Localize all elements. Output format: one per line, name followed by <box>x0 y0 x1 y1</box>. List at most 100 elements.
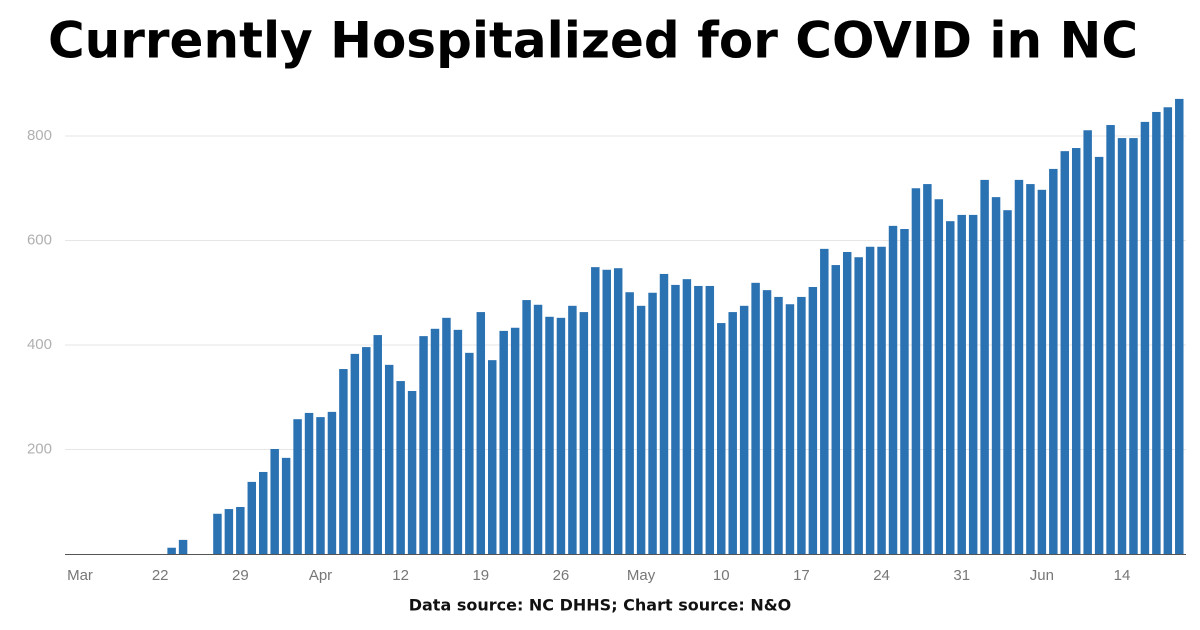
bar <box>1037 189 1047 554</box>
bar <box>934 199 944 554</box>
bar <box>980 179 989 554</box>
bar <box>533 304 543 554</box>
bar <box>728 312 737 554</box>
bar <box>304 412 314 554</box>
y-tick-label: 200 <box>27 440 52 457</box>
bar <box>522 300 531 554</box>
bar <box>694 285 703 554</box>
x-tick-label: 22 <box>152 567 169 584</box>
bar <box>682 279 692 554</box>
bar <box>236 506 245 554</box>
bar <box>774 296 783 554</box>
bar <box>831 265 840 554</box>
bar <box>339 369 348 554</box>
bar <box>762 290 772 554</box>
bar <box>888 225 898 554</box>
x-tick-label: 10 <box>713 567 730 584</box>
bar <box>316 417 325 554</box>
bar <box>1106 125 1115 554</box>
bar <box>820 248 829 555</box>
bar <box>327 411 337 554</box>
bar <box>968 214 978 554</box>
bar <box>717 323 726 554</box>
bar <box>430 328 440 554</box>
bar <box>362 347 371 554</box>
bar <box>476 312 486 554</box>
bar <box>1140 121 1150 554</box>
x-tick-label: 26 <box>553 567 570 584</box>
bar <box>705 285 715 554</box>
x-tick-label: 29 <box>232 567 249 584</box>
bar <box>545 316 554 554</box>
bar <box>453 329 463 554</box>
bar <box>419 336 428 554</box>
bar <box>556 317 566 554</box>
bar <box>671 284 680 554</box>
bar <box>842 251 852 554</box>
bar <box>946 221 955 555</box>
bar <box>568 305 577 554</box>
bar <box>1003 210 1012 554</box>
x-tick-label: 19 <box>472 567 489 584</box>
bar <box>1163 107 1173 554</box>
x-tick-label: 24 <box>873 567 890 584</box>
x-tick-label: 12 <box>392 567 409 584</box>
bar <box>1175 98 1184 554</box>
x-tick-label: 14 <box>1114 567 1131 584</box>
bar <box>991 197 1001 554</box>
bar <box>1071 148 1081 554</box>
y-tick-label: 800 <box>27 127 52 144</box>
bar <box>510 327 520 554</box>
x-tick-label: 17 <box>793 567 810 584</box>
bar <box>785 304 795 554</box>
source-note: Data source: NC DHHS; Chart source: N&O <box>409 596 792 615</box>
bar <box>957 214 966 554</box>
bar <box>247 481 257 554</box>
bar <box>167 547 176 554</box>
x-tick-label: Mar <box>67 567 93 584</box>
bar <box>396 381 405 554</box>
bar <box>797 296 806 554</box>
x-tick-label: 31 <box>953 567 970 584</box>
bar <box>923 184 932 554</box>
bar <box>659 273 669 554</box>
bar <box>625 292 634 554</box>
chart-title: Currently Hospitalized for COVID in NC <box>48 12 1138 70</box>
bar <box>1026 184 1035 554</box>
bar <box>591 267 600 554</box>
x-tick-label: Apr <box>309 567 332 584</box>
x-tick-label: May <box>627 567 656 584</box>
bar <box>488 360 497 554</box>
bar <box>407 390 417 554</box>
bar <box>911 188 921 554</box>
bar <box>213 513 222 554</box>
y-tick-label: 400 <box>27 336 52 353</box>
bar <box>373 335 382 554</box>
bar <box>854 257 863 554</box>
bar <box>1014 179 1024 554</box>
y-tick-label: 600 <box>27 231 52 248</box>
bar <box>350 353 360 554</box>
bar <box>751 282 760 554</box>
bar <box>1094 156 1104 554</box>
bar <box>602 269 611 554</box>
bar <box>178 539 188 554</box>
bar <box>648 292 657 554</box>
bar <box>739 305 749 554</box>
bar <box>1129 138 1138 554</box>
bar <box>1083 130 1092 554</box>
bar <box>465 352 474 554</box>
bar <box>613 268 623 554</box>
bar <box>900 229 909 554</box>
bar <box>1049 168 1058 555</box>
bar <box>1152 111 1161 554</box>
bar <box>293 419 302 554</box>
bar <box>579 312 589 554</box>
bar <box>877 246 886 554</box>
bar <box>636 305 646 554</box>
bar <box>281 457 291 554</box>
bar <box>499 330 508 554</box>
bar <box>808 287 818 554</box>
bar <box>270 448 279 554</box>
